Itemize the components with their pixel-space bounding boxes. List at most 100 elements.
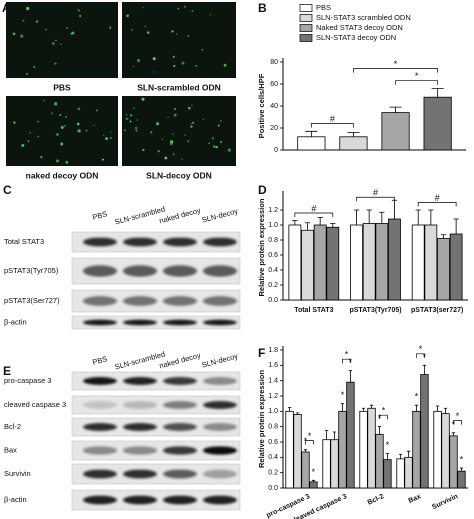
error-bar <box>330 223 336 228</box>
error-bar <box>348 370 353 383</box>
fluorescence-dot <box>215 145 218 149</box>
fluorescence-dot <box>50 112 53 115</box>
y-axis-label: Relative protein expression <box>257 198 266 296</box>
panel-label: C <box>3 183 12 197</box>
image-label: naked decoy ODN <box>26 170 99 180</box>
y-tick-label: 0.4 <box>268 267 278 274</box>
fluorescence-dot <box>110 131 112 133</box>
x-tick-label: pSTAT3(Tyr705) <box>349 307 401 314</box>
bar <box>412 410 421 489</box>
blot-band <box>163 296 197 306</box>
bar <box>433 410 442 489</box>
error-bar <box>377 426 382 435</box>
y-tick-label: 1.2 <box>268 207 278 214</box>
fluorescence-dot <box>220 141 223 144</box>
significance-bracket <box>453 420 462 425</box>
y-tick-label: 1.4 <box>268 378 278 385</box>
fluorescence-dot <box>161 138 163 141</box>
legend-swatch <box>299 14 313 22</box>
annotation: * <box>415 71 419 81</box>
significance-bracket <box>417 202 457 207</box>
fluorescence-dot <box>26 6 30 11</box>
fluorescence-dot <box>187 140 190 143</box>
bar <box>346 381 355 489</box>
fluorescence-dot <box>142 6 144 9</box>
annotation: * <box>419 344 423 354</box>
significance-bracket <box>395 80 438 85</box>
annotation: # <box>373 188 378 198</box>
fluorescence-dot <box>177 7 180 10</box>
fluorescence-dot <box>54 62 57 65</box>
fluorescence-dot <box>141 97 145 101</box>
significance-bracket <box>353 68 438 73</box>
fluorescence-dot <box>52 42 55 45</box>
significance-bracket <box>311 123 354 128</box>
fluorescence-dot <box>146 31 150 34</box>
bar <box>367 407 376 489</box>
bar <box>381 112 410 151</box>
error-bar <box>379 211 385 224</box>
fluorescence-image <box>6 96 118 166</box>
y-tick-label: 0.0 <box>268 297 278 304</box>
blot-band <box>83 423 117 431</box>
fluorescence-dot <box>45 28 47 31</box>
legend-label: SLN-STAT3 scrambled ODN <box>316 13 411 22</box>
bar <box>350 224 363 301</box>
blot-band <box>83 296 117 306</box>
bar <box>313 224 327 301</box>
x-tick-label: Bcl-2 <box>367 493 386 507</box>
fluorescence-image <box>6 2 118 78</box>
bar <box>297 136 326 151</box>
bar <box>388 218 401 301</box>
fluorescence-dot <box>136 119 138 121</box>
fluorescence-dot <box>183 5 186 8</box>
blot-band <box>163 446 197 455</box>
y-tick-label: 1.0 <box>268 408 278 415</box>
bar <box>301 451 310 489</box>
fluorescence-dot <box>77 107 81 111</box>
fluorescence-dot <box>217 124 220 127</box>
blot-band <box>123 401 157 409</box>
error-bar <box>295 412 300 415</box>
error-bar <box>317 217 323 225</box>
blot-band <box>83 495 117 505</box>
error-bar <box>385 453 390 460</box>
fluorescence-dot <box>169 142 173 146</box>
error-bar <box>305 130 318 137</box>
fluorescence-image <box>122 2 236 78</box>
bar <box>293 413 302 489</box>
bar <box>330 439 339 489</box>
x-tick-label: Bax <box>408 493 423 505</box>
fluorescence-dot <box>103 134 105 137</box>
fluorescence-dot <box>190 125 193 128</box>
fluorescence-dot <box>172 55 175 58</box>
blot-band <box>203 237 237 247</box>
fluorescence-dot <box>71 31 75 35</box>
fluorescence-dot <box>125 113 128 116</box>
error-bar <box>431 88 444 98</box>
fluorescence-dot <box>35 20 39 23</box>
blot-band <box>163 469 197 479</box>
fluorescence-dot <box>187 35 189 37</box>
error-bar <box>422 364 427 375</box>
bar <box>457 470 466 489</box>
fluorescence-dot <box>125 117 129 121</box>
blot-row-label: Survivin <box>4 469 31 478</box>
lane-label: SLN-decoy <box>201 206 239 224</box>
panel-label: E <box>3 364 11 378</box>
panel-label: A <box>2 1 11 15</box>
blot-row-label: β-actin <box>4 317 27 326</box>
annotation: # <box>435 193 440 203</box>
y-axis-label: Positive cells/HPF <box>257 73 266 138</box>
error-bar <box>332 431 337 440</box>
fluorescence-dot <box>176 33 178 35</box>
error-bar <box>311 479 316 482</box>
bar <box>288 224 302 301</box>
fluorescence-dot <box>184 134 186 137</box>
bar <box>359 410 368 489</box>
fluorescence-dot <box>129 114 133 117</box>
fluorescence-dot <box>149 131 153 134</box>
blot-band <box>163 495 197 505</box>
error-bar <box>459 467 464 472</box>
error-bar <box>340 403 345 412</box>
